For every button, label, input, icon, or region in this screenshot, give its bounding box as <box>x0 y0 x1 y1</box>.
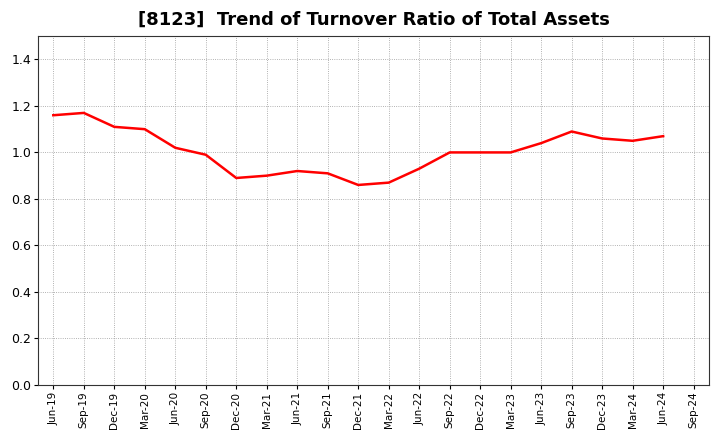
Title: [8123]  Trend of Turnover Ratio of Total Assets: [8123] Trend of Turnover Ratio of Total … <box>138 11 609 29</box>
